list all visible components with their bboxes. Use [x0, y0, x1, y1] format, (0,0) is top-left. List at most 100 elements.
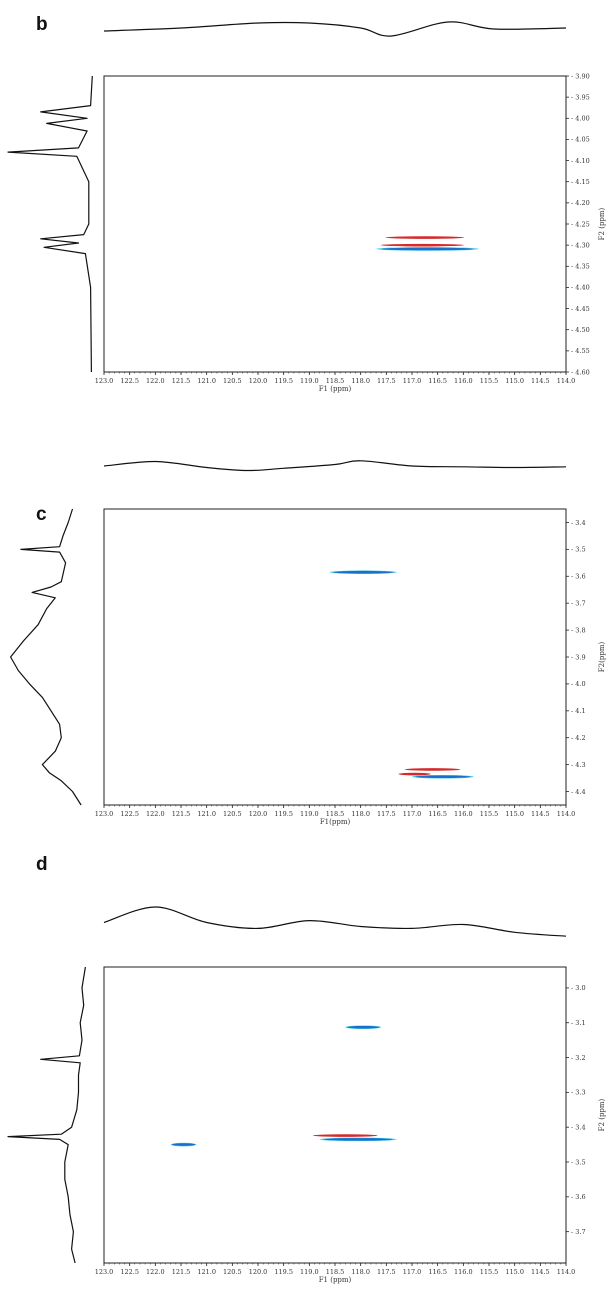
plot-frame	[103, 75, 567, 373]
x-tick-label: 122.5	[120, 377, 139, 385]
f2-projection-trace	[7, 75, 93, 373]
y-tick-label: - 3.95	[571, 93, 590, 101]
x-tick-label: 118.5	[326, 810, 345, 818]
x-tick-label: 121.0	[197, 377, 216, 385]
x-tick-label: 116.0	[454, 1268, 473, 1276]
y-tick-label: - 4.30	[571, 241, 590, 249]
x-tick-label: 115.0	[505, 810, 524, 818]
cross-peak-negative	[381, 247, 474, 251]
cross-peak-positive	[380, 243, 464, 247]
x-tick-label: 116.5	[428, 810, 447, 818]
cross-peak-negative	[347, 1025, 380, 1029]
x-axis-title: F1(ppm)	[320, 818, 351, 826]
x-tick-label: 120.0	[249, 810, 268, 818]
x-tick-label: 121.5	[172, 1268, 191, 1276]
x-tick-label: 114.5	[531, 377, 550, 385]
x-tick-label: 119.0	[300, 810, 319, 818]
x-tick-label: 116.0	[454, 810, 473, 818]
x-tick-label: 119.0	[300, 377, 319, 385]
x-tick-label: 122.0	[146, 377, 165, 385]
cross-peak-positive	[385, 236, 465, 239]
cross-peak-positive	[398, 772, 431, 776]
x-tick-label: 122.5	[120, 810, 139, 818]
x-tick-label: 116.5	[428, 1268, 447, 1276]
y-axis-title: F2 (ppm)	[598, 207, 606, 240]
cross-peak-negative	[333, 570, 394, 574]
y-tick-label: - 3.1	[571, 1019, 586, 1027]
y-axis-title: F2 (ppm)	[598, 1098, 606, 1131]
x-tick-label: 114.0	[557, 1268, 576, 1276]
plot-frame	[103, 966, 567, 1264]
panel-c: c 123.0 122.5 122.0 121.5 121.0 120.5 120.0 119.…	[10, 460, 606, 826]
y-tick-label: - 4.00	[571, 115, 590, 123]
y-tick-label: - 3.8	[571, 626, 586, 634]
x-tick-label: 119.0	[300, 1268, 319, 1276]
x-tick-label: 118.5	[326, 1268, 345, 1276]
y-tick-label: - 3.7	[571, 599, 586, 607]
x-tick-label: 123.0	[95, 1268, 114, 1276]
y-tick-label: - 4.20	[571, 199, 590, 207]
panel-b: b 123.0 122.5 122.0 121.5 121.0 120.5 120.0 119.…	[7, 14, 606, 393]
cross-peak-negative	[323, 1138, 393, 1141]
y-tick-label: - 3.4	[571, 519, 586, 527]
x-tick-label: 122.5	[120, 1268, 139, 1276]
x-tick-label: 122.0	[146, 810, 165, 818]
x-tick-label: 114.5	[531, 1268, 550, 1276]
x-tick-label: 122.0	[146, 1268, 165, 1276]
x-tick-label: 119.5	[274, 810, 293, 818]
cross-peak-negative	[415, 775, 471, 779]
x-tick-label: 114.5	[531, 810, 550, 818]
x-tick-label: 115.5	[480, 1268, 499, 1276]
y-tick-label: - 3.7	[571, 1228, 586, 1236]
f1-projection-trace	[103, 906, 567, 937]
x-tick-label: 123.0	[95, 810, 114, 818]
x-tick-label: 117.0	[403, 810, 422, 818]
cross-peak-positive	[404, 768, 461, 771]
x-axis-title: F1 (ppm)	[319, 385, 352, 393]
y-tick-label: - 4.25	[571, 220, 590, 228]
y-tick-label: - 4.10	[571, 157, 590, 165]
x-tick-label: 118.0	[351, 1268, 370, 1276]
y-tick-label: - 3.5	[571, 546, 586, 554]
x-tick-label: 121.0	[197, 810, 216, 818]
x-tick-label: 123.0	[95, 377, 114, 385]
x-tick-label: 114.0	[557, 810, 576, 818]
y-tick-label: - 4.60	[571, 368, 590, 376]
y-tick-label: - 3.3	[571, 1089, 586, 1097]
x-tick-label: 117.5	[377, 810, 396, 818]
x-tick-label: 115.0	[505, 377, 524, 385]
f2-projection-trace	[7, 966, 86, 1264]
x-axis-title: F1 (ppm)	[319, 1276, 352, 1284]
x-tick-label: 120.0	[249, 1268, 268, 1276]
plot-frame	[103, 508, 567, 806]
x-tick-label: 120.5	[223, 810, 242, 818]
x-tick-label: 120.0	[249, 377, 268, 385]
y-tick-label: - 4.4	[571, 788, 586, 796]
x-tick-label: 116.0	[454, 377, 473, 385]
x-tick-label: 117.0	[403, 377, 422, 385]
panel-letter: b	[36, 14, 48, 35]
y-tick-label: - 4.05	[571, 136, 590, 144]
x-tick-label: 119.5	[274, 377, 293, 385]
x-tick-label: 121.5	[172, 377, 191, 385]
y-tick-label: - 4.35	[571, 263, 590, 271]
y-tick-label: - 3.5	[571, 1158, 586, 1166]
x-tick-label: 121.0	[197, 1268, 216, 1276]
x-tick-label: 115.5	[480, 810, 499, 818]
x-tick-label: 114.0	[557, 377, 576, 385]
x-tick-label: 118.5	[326, 377, 345, 385]
f2-projection-trace	[10, 508, 82, 806]
y-tick-label: - 4.3	[571, 761, 586, 769]
y-tick-label: - 4.55	[571, 347, 590, 355]
x-tick-label: 115.5	[480, 377, 499, 385]
x-tick-label: 120.5	[223, 377, 242, 385]
panel-d: d 123.0 122.5 122.0 121.5 121.0 120.5 120.0 119.…	[7, 854, 606, 1284]
y-tick-label: - 3.6	[571, 1193, 586, 1201]
y-axis-title: F2(ppm)	[598, 642, 606, 673]
cross-peak-positive	[312, 1134, 378, 1137]
panel-letter: d	[36, 854, 48, 875]
y-tick-label: - 3.9	[571, 653, 586, 661]
x-tick-label: 120.5	[223, 1268, 242, 1276]
x-tick-label: 119.5	[274, 1268, 293, 1276]
y-tick-label: - 4.15	[571, 178, 590, 186]
